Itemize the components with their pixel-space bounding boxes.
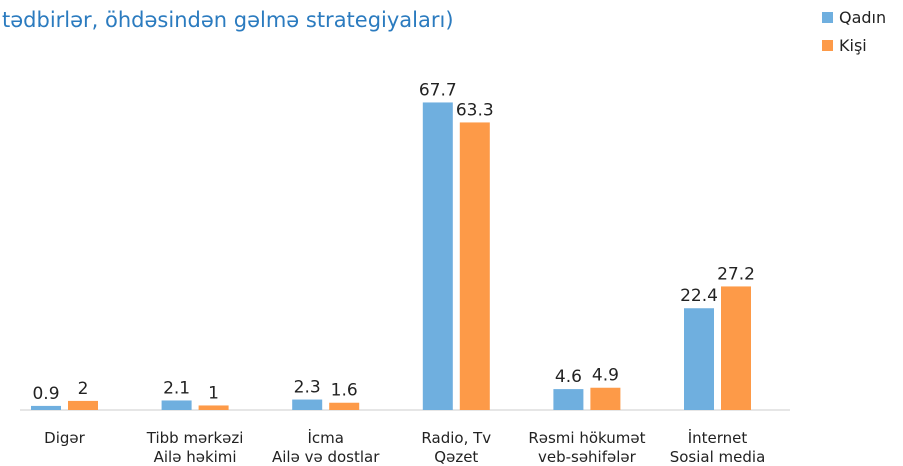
x-tick-label: Radio, Tv	[421, 429, 491, 447]
bar	[292, 399, 323, 410]
bar	[590, 387, 621, 410]
legend-label: Qadın	[839, 8, 886, 27]
x-tick-label: veb-səhifələr	[538, 448, 637, 466]
bar	[684, 308, 714, 410]
value-label: 1	[208, 383, 219, 403]
value-label: 22.4	[680, 286, 718, 306]
value-label: 4.9	[592, 366, 619, 386]
chart-title: tədbirlər, öhdəsindən gəlmə strategiyala…	[2, 8, 454, 32]
value-label: 27.2	[717, 264, 755, 284]
bar	[161, 400, 192, 410]
value-label: 0.9	[32, 384, 59, 404]
bar	[198, 405, 229, 410]
x-tick-label: Digər	[44, 429, 85, 447]
legend-label: Kişi	[839, 36, 867, 55]
bar	[553, 389, 584, 410]
x-tick-label: Qəzet	[434, 448, 478, 466]
value-label: 1.6	[331, 381, 358, 401]
legend-swatch	[822, 40, 833, 51]
x-tick-label: Ailə və dostlar	[272, 448, 380, 466]
value-label: 67.7	[419, 80, 457, 100]
bar	[31, 405, 61, 410]
bar	[329, 402, 360, 410]
x-tick-label: İcma	[307, 428, 343, 447]
bar	[68, 400, 98, 410]
bar	[422, 102, 453, 410]
bar	[459, 122, 490, 411]
x-tick-label: Tibb mərkəzi	[146, 429, 244, 447]
value-label: 63.3	[456, 100, 494, 120]
legend-swatch	[822, 12, 833, 23]
value-label: 2.3	[294, 378, 321, 398]
x-tick-label: İnternet	[688, 428, 748, 447]
bar	[721, 286, 751, 410]
x-tick-label: Sosial media	[670, 448, 766, 466]
value-label: 4.6	[555, 367, 582, 387]
x-tick-label: Rəsmi hökumət	[528, 429, 645, 447]
value-label: 2	[78, 379, 89, 399]
x-tick-label: Ailə həkimi	[154, 448, 237, 466]
value-label: 2.1	[163, 378, 190, 398]
